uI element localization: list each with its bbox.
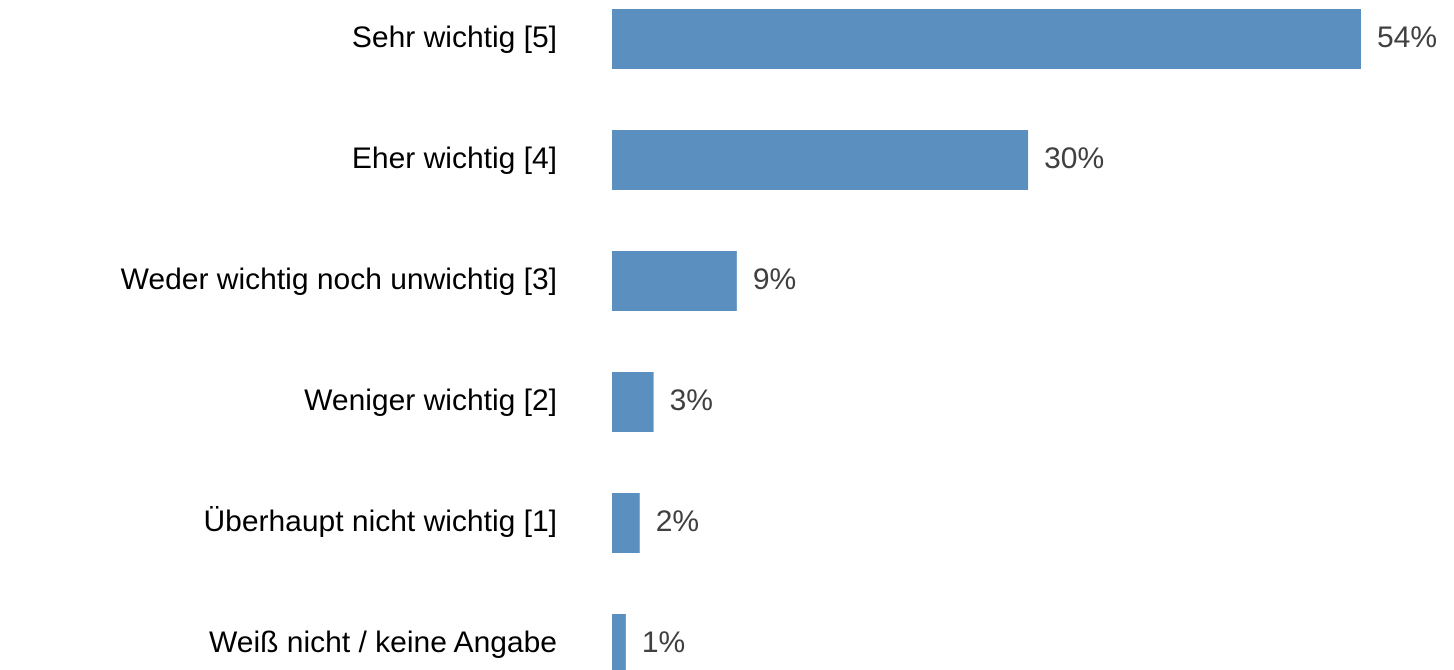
category-label: Sehr wichtig [5] (352, 21, 557, 54)
value-label: 30% (1044, 142, 1104, 175)
value-label: 2% (656, 505, 699, 538)
bar (612, 614, 626, 670)
value-label: 9% (753, 263, 796, 296)
value-label: 3% (670, 384, 713, 417)
category-label: Weniger wichtig [2] (304, 384, 557, 417)
category-label: Weder wichtig noch unwichtig [3] (121, 263, 557, 296)
bar (612, 372, 654, 432)
category-label: Überhaupt nicht wichtig [1] (203, 505, 557, 538)
bar (612, 9, 1361, 69)
bar (612, 493, 640, 553)
value-label: 1% (642, 626, 685, 659)
bar (612, 130, 1029, 190)
bar (612, 251, 737, 311)
category-label: Eher wichtig [4] (352, 142, 557, 175)
value-label: 54% (1377, 21, 1437, 54)
category-label: Weiß nicht / keine Angabe (209, 626, 557, 659)
